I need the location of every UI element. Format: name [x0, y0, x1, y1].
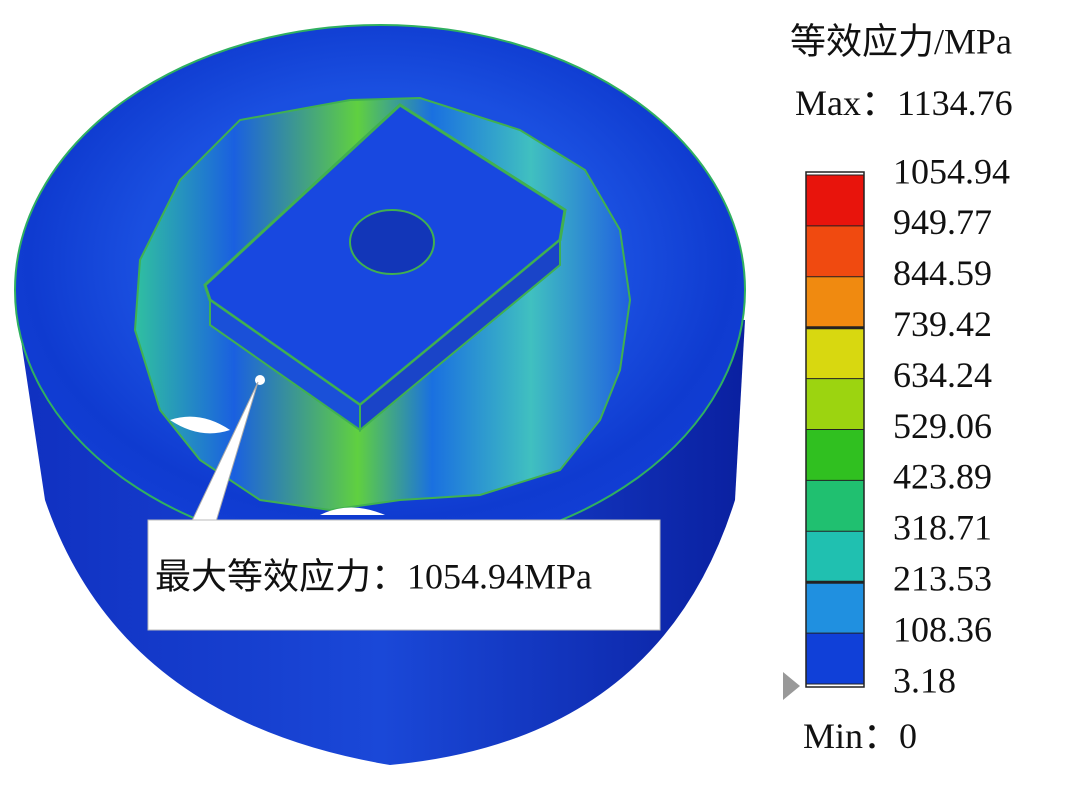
colorbar-band: [806, 225, 864, 277]
colorbar-label: 739.42: [893, 304, 992, 344]
callout-text: 最大等效应力：1054.94MPa: [155, 556, 592, 596]
min-label-text: Min：: [803, 716, 899, 756]
colorbar-label: 844.59: [893, 253, 992, 293]
colorbar-label: 949.77: [893, 202, 992, 242]
colorbar-band: [806, 531, 864, 583]
min-value: 0: [899, 716, 917, 756]
colorbar-label: 108.36: [893, 609, 992, 649]
max-label-text: Max：: [795, 83, 897, 123]
colorbar-band: [806, 633, 864, 684]
colorbar-band: [806, 276, 864, 328]
callout-box: [147, 519, 661, 631]
block-hole: [349, 209, 435, 275]
colorbar-label: 3.18: [893, 660, 956, 700]
colorbar-band: [806, 327, 864, 379]
colorbar-band: [806, 429, 864, 481]
colorbar-label: 529.06: [893, 406, 992, 446]
min-marker: [783, 672, 800, 700]
min-label: Min：0: [803, 716, 917, 756]
colorbar-label: 423.89: [893, 457, 992, 497]
colorbar-label: 213.53: [893, 558, 992, 598]
colorbar-band: [806, 582, 864, 634]
block-side-right: [359, 237, 561, 433]
colorbar-label: 1054.94: [893, 151, 1010, 191]
max-label: Max：1134.76: [795, 83, 1013, 123]
colorbar-label: 634.24: [893, 355, 992, 395]
colorbar-label: 318.71: [893, 508, 992, 548]
colorbar-band: [806, 175, 864, 226]
legend-title: 等效应力/MPa: [790, 21, 1012, 61]
colorbar-band: [806, 480, 864, 532]
gap: [320, 507, 385, 515]
colorbar: 1054.94 949.77 844.59 739.42 634.24 529.06 423…: [805, 151, 1010, 700]
max-value: 1134.76: [897, 83, 1013, 123]
fea-model: 最大等效应力：1054.94MPa: [14, 24, 746, 765]
colorbar-band: [806, 378, 864, 430]
max-point: [255, 375, 265, 385]
gap: [170, 416, 230, 434]
